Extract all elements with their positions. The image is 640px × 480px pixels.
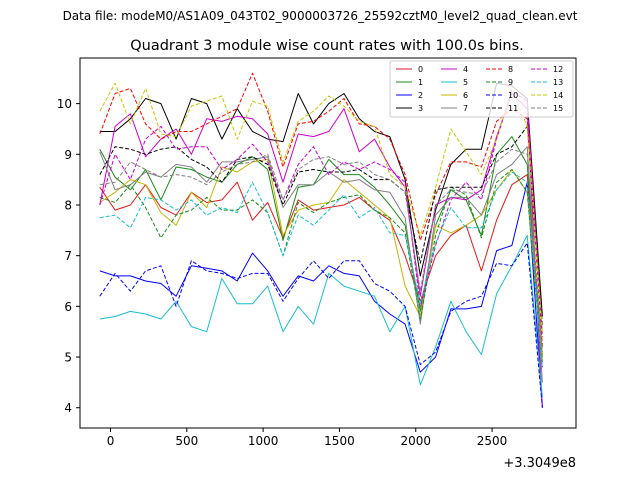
axis-ticks: 0 500 1000 1500 2000 2500 4 5 6 7 8 9 10 [57,97,508,448]
series-line-1 [99,136,543,363]
series-line-14 [99,82,543,332]
x-tick-label: 1000 [248,434,279,448]
y-tick-label: 6 [64,300,72,314]
y-tick-label: 7 [64,249,72,263]
series-line-8 [99,72,543,347]
x-tick-label: 0 [107,434,115,448]
legend-label-15: 15 [553,104,563,113]
legend-label-9: 9 [508,78,513,87]
x-axis-offset-label: +3.3049e8 [503,456,576,471]
legend-label-0: 0 [418,65,423,74]
legend-label-7: 7 [463,104,468,113]
series-line-2 [99,181,543,408]
y-tick-label: 5 [64,351,72,365]
legend-label-2: 2 [418,91,423,100]
series-line-7 [99,146,543,383]
legend-label-8: 8 [508,65,513,74]
axes-frame [79,57,577,429]
y-tick-label: 10 [57,97,72,111]
legend-label-3: 3 [418,104,423,113]
x-tick-label: 500 [175,434,198,448]
series-line-12 [99,90,543,337]
series-line-15 [99,148,543,353]
x-tick-label: 2500 [477,434,508,448]
chart-title: Quadrant 3 module wise count rates with … [130,38,524,54]
legend-label-6: 6 [463,91,468,100]
series-line-9 [99,169,543,368]
legend-label-13: 13 [553,78,563,87]
figure-suptitle: Data file: modeM0/AS1A09_043T02_90000037… [63,9,578,23]
legend-label-5: 5 [463,78,468,87]
series-line-3 [99,82,543,317]
series-line-5 [99,234,543,398]
series-line-6 [99,158,543,363]
legend-label-14: 14 [553,91,563,100]
series-line-11 [99,125,543,327]
x-tick-label: 2000 [400,434,431,448]
legend-box [389,60,574,118]
series-line-13 [99,171,543,368]
legend-label-11: 11 [508,104,518,113]
series-layer [99,72,543,408]
legend-label-4: 4 [463,65,468,74]
y-tick-label: 8 [64,198,72,212]
series-line-4 [99,93,543,408]
y-tick-label: 9 [64,148,72,162]
legend-label-10: 10 [508,91,518,100]
legend-label-1: 1 [418,78,423,87]
legend-label-12: 12 [553,65,563,74]
series-line-10 [99,242,543,408]
series-line-0 [99,174,543,358]
y-tick-label: 4 [64,401,72,415]
x-tick-label: 1500 [324,434,355,448]
